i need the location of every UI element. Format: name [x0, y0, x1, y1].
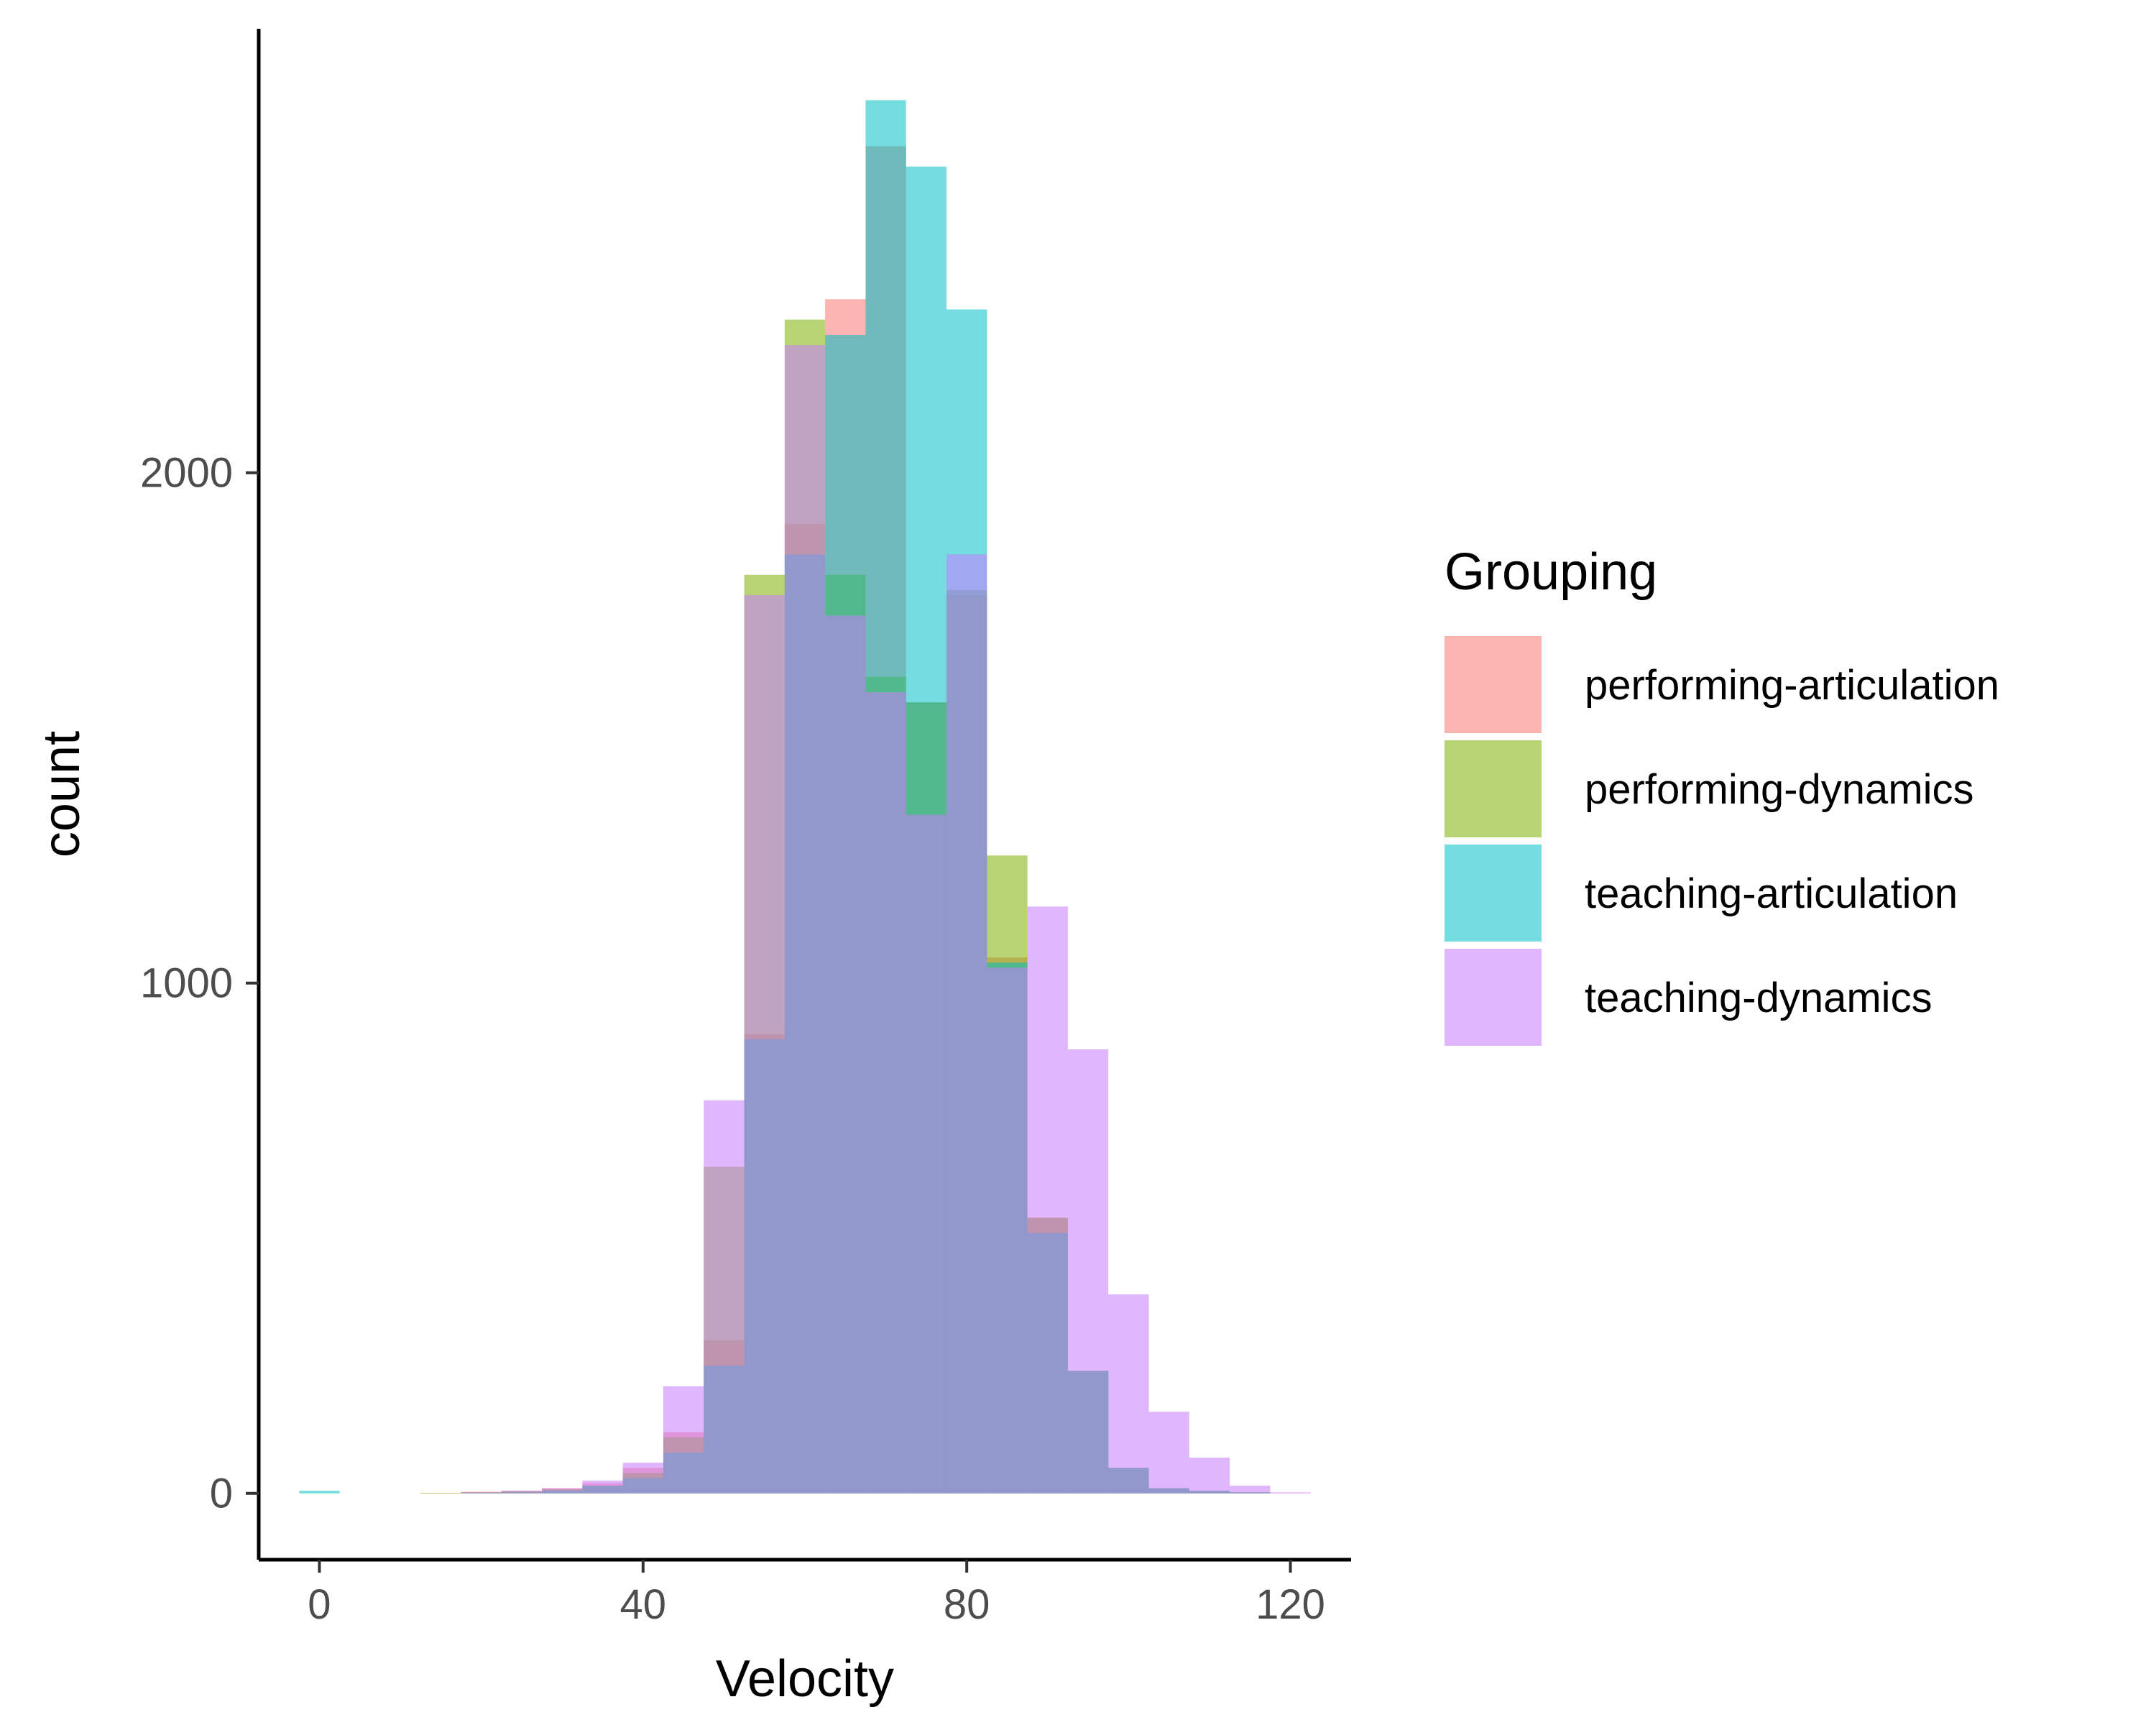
histogram-bar	[946, 554, 987, 1494]
histogram-bar	[987, 967, 1028, 1494]
bars-layer	[299, 100, 1311, 1494]
histogram-bar	[1027, 906, 1068, 1494]
histogram-bar	[1270, 1492, 1311, 1494]
x-axis-title: Velocity	[716, 1650, 894, 1708]
axes-layer: 0 40 80 120 0 1000 2000	[140, 29, 1351, 1628]
legend-items: performing-articulation performing-dynami…	[1445, 636, 1999, 1046]
x-tick-label: 40	[620, 1581, 667, 1628]
histogram-bar	[784, 345, 826, 1494]
x-tick-label: 120	[1256, 1581, 1325, 1628]
x-tick-label: 80	[944, 1581, 990, 1628]
series-teaching-dynamics	[461, 345, 1311, 1494]
histogram-bar	[1148, 1412, 1189, 1494]
histogram-bar	[1189, 1458, 1230, 1494]
y-tick-label: 2000	[140, 450, 233, 497]
histogram-bar	[501, 1491, 543, 1494]
histogram-bar	[582, 1480, 623, 1494]
histogram-bar	[906, 814, 947, 1494]
legend-key-performing-articulation	[1445, 636, 1542, 733]
legend: Grouping performing-articulationperformi…	[1445, 543, 1999, 1046]
histogram-bar	[865, 692, 906, 1494]
histogram-bar	[744, 595, 785, 1494]
histogram-bar	[1067, 1049, 1109, 1494]
histogram-bar	[420, 1492, 461, 1494]
y-tick-label: 0	[210, 1471, 233, 1517]
legend-key-performing-dynamics	[1445, 740, 1542, 837]
histogram-bar	[704, 1100, 745, 1494]
histogram-bar	[663, 1386, 704, 1494]
histogram-bar	[1230, 1486, 1271, 1494]
legend-label-teaching-articulation: teaching-articulation	[1585, 870, 1958, 917]
histogram-bar	[461, 1492, 502, 1494]
histogram-bar	[1108, 1294, 1149, 1494]
legend-label-performing-articulation: performing-articulation	[1585, 662, 1999, 709]
x-tick-label: 0	[308, 1581, 331, 1628]
legend-key-teaching-articulation	[1445, 845, 1542, 942]
histogram-bar	[299, 1491, 340, 1494]
y-axis-ticks: 0 1000 2000	[140, 450, 259, 1517]
y-axis-title: count	[33, 731, 91, 857]
legend-key-teaching-dynamics	[1445, 949, 1542, 1046]
histogram-bar	[542, 1488, 583, 1494]
y-tick-label: 1000	[140, 960, 233, 1007]
histogram-bar	[622, 1463, 663, 1494]
x-axis-ticks: 0 40 80 120	[308, 1560, 1325, 1628]
legend-label-teaching-dynamics: teaching-dynamics	[1585, 975, 1932, 1021]
legend-title: Grouping	[1445, 543, 1657, 601]
histogram-bar	[825, 615, 866, 1494]
legend-label-performing-dynamics: performing-dynamics	[1585, 766, 1974, 813]
